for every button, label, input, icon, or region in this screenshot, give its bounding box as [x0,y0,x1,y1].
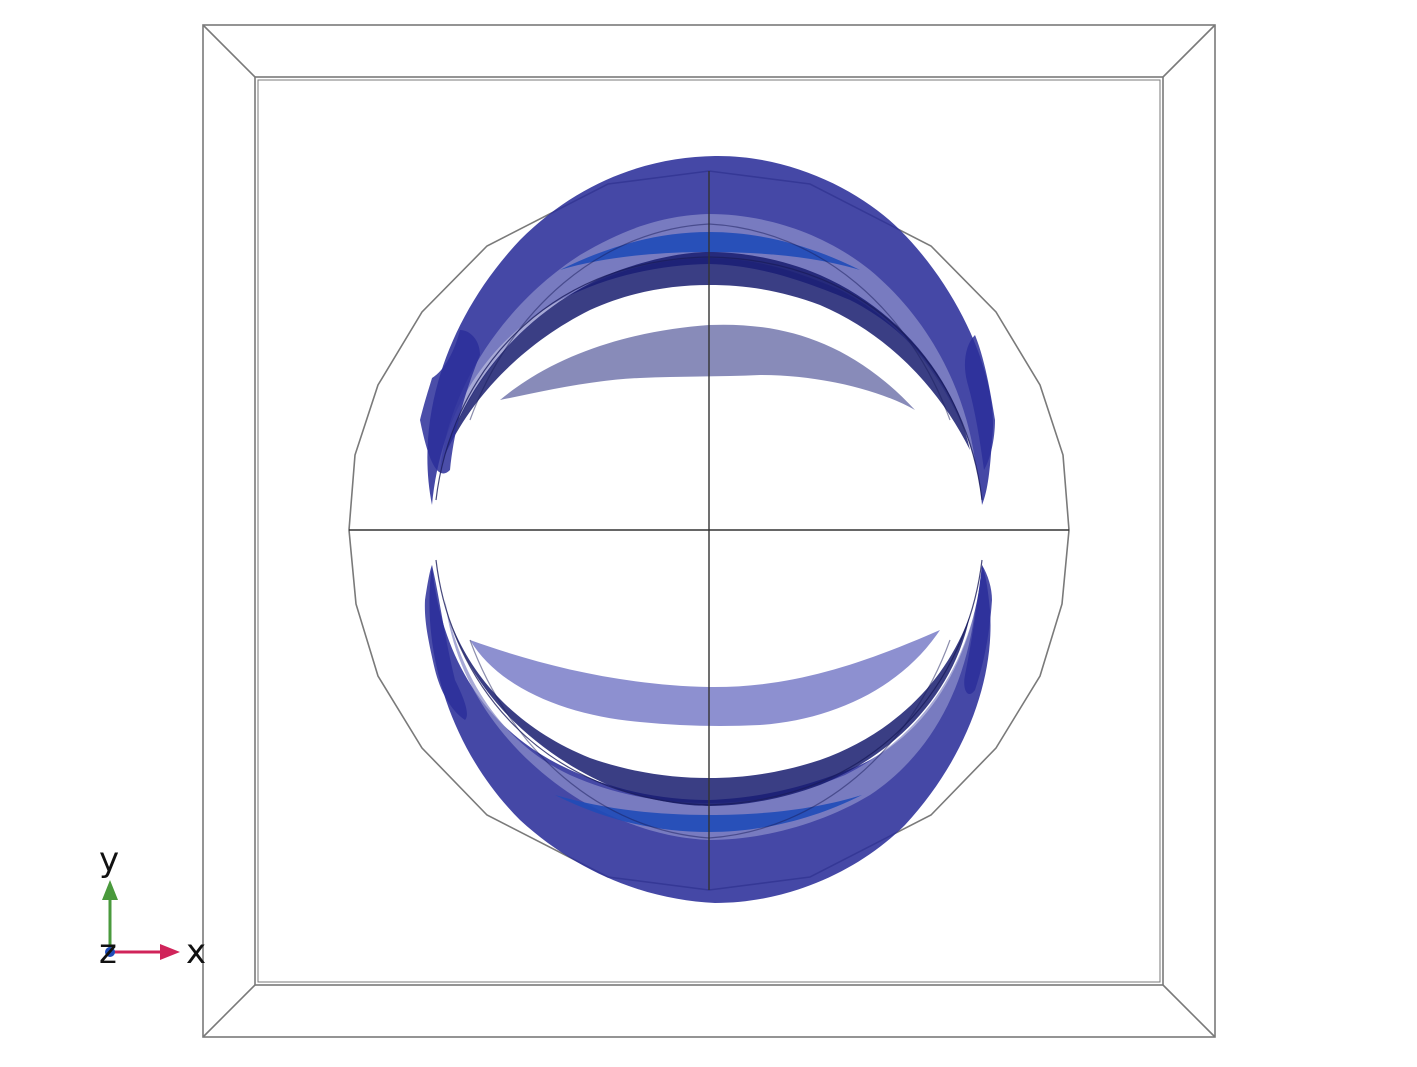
upper-band-dark-core [445,252,970,455]
upper-right-flap [964,335,995,470]
center-axis-lines [349,171,1069,890]
bounding-box-outer [202,24,1216,1038]
bounding-box-edge-tl [202,24,256,78]
z-axis-dot-icon [105,947,115,957]
bounding-box-inner-edge [257,79,1161,983]
lower-right-flap [964,565,992,695]
z-axis-label: z [99,932,117,972]
lower-band-light-stripe [445,600,975,840]
upper-inner-veil [500,324,915,410]
upper-isosurface [420,155,995,506]
lower-isosurface [424,565,992,903]
bounding-box-edge-tr [1162,24,1216,78]
bounding-box-edge-bl [202,984,256,1038]
upper-band-outer [427,155,994,506]
bounding-box-edge-br [1162,984,1216,1038]
x-axis-label: x [186,932,206,972]
lower-left-flap [424,565,467,720]
x-axis-arrowhead-icon [160,944,180,960]
bounding-box [202,24,1216,1038]
lower-band-outer [429,565,991,903]
y-axis-arrowhead-icon [102,880,118,900]
upper-left-flap [420,330,480,474]
bounding-box-inner [254,76,1164,986]
lower-inner-veil [470,630,940,726]
lower-band-dark-core [450,615,970,806]
axes-triad[interactable]: y x z [99,840,206,972]
upper-band-accent [560,232,860,270]
lower-band-accent [555,795,862,832]
upper-band-light-stripe [440,214,975,470]
y-axis-label: y [99,840,119,880]
